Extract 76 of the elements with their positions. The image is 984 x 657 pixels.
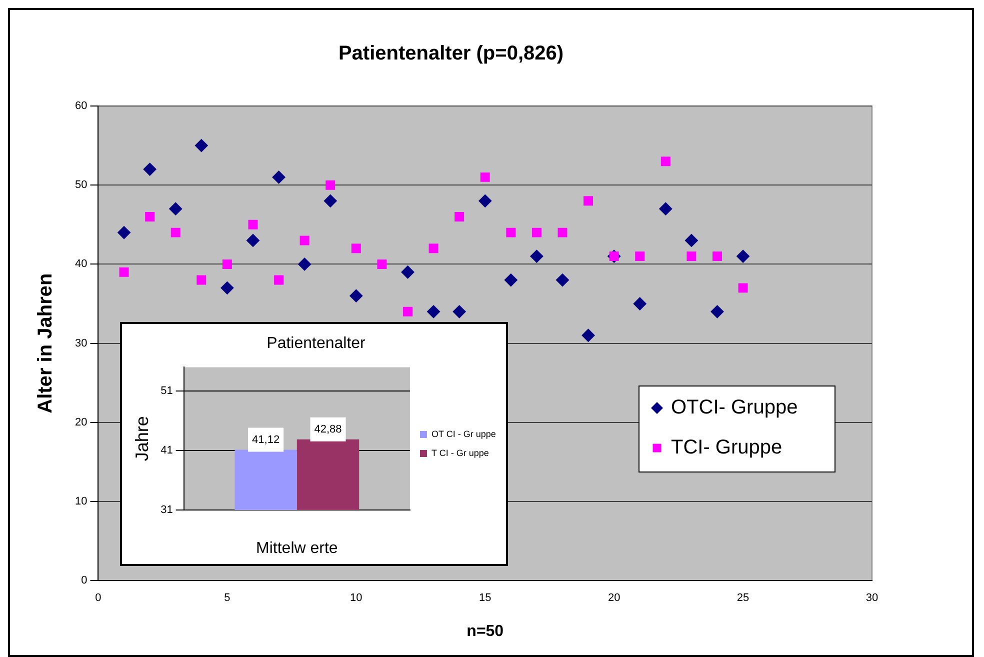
- point: [351, 244, 361, 254]
- point: [556, 274, 569, 287]
- point: [169, 202, 182, 216]
- data-label: 41,12: [252, 434, 280, 446]
- point: [119, 267, 129, 277]
- point: [196, 275, 206, 285]
- point: [710, 305, 724, 318]
- point: [118, 226, 131, 240]
- point: [401, 266, 414, 279]
- y-tick-label: 51: [160, 385, 173, 398]
- y-tick-label: 41: [160, 444, 173, 457]
- point: [246, 234, 260, 247]
- point: [736, 250, 750, 263]
- point: [350, 289, 363, 302]
- y-axis-title: Jahre: [132, 416, 152, 462]
- point: [659, 202, 672, 216]
- y-tick-label: 20: [74, 416, 88, 428]
- point: [143, 162, 156, 176]
- x-tick-label: 20: [608, 592, 620, 604]
- point: [403, 306, 412, 316]
- point: [480, 172, 490, 182]
- chart-title: Patientenalter (p=0,826): [338, 42, 564, 65]
- point: [272, 170, 286, 184]
- point: [145, 212, 155, 222]
- point: [324, 194, 337, 208]
- point: [300, 236, 310, 246]
- x-tick-label: 15: [478, 592, 492, 604]
- point: [506, 228, 516, 238]
- point: [635, 252, 645, 262]
- point: [428, 244, 438, 254]
- point: [558, 228, 568, 238]
- point: [377, 259, 387, 269]
- point: [738, 283, 748, 293]
- y-tick-label: 0: [81, 574, 88, 587]
- chart-title: Patientenalter: [266, 335, 366, 352]
- y-tick-label: 10: [74, 496, 88, 508]
- y-tick-label: 50: [74, 179, 88, 192]
- y-tick-label: 60: [74, 100, 88, 112]
- x-axis-title: n=50: [466, 622, 504, 640]
- x-tick-label: 10: [350, 592, 362, 604]
- point: [220, 281, 234, 294]
- legend-label: OT CI - Gr uppe: [432, 428, 496, 439]
- x-tick-label: 30: [866, 592, 878, 604]
- legend-label: OTCI- Gruppe: [671, 396, 798, 419]
- legend-label: T CI - Gr uppe: [432, 448, 489, 458]
- point: [326, 180, 336, 190]
- point: [504, 274, 518, 287]
- point: [170, 228, 180, 238]
- x-tick-label: 25: [736, 592, 750, 604]
- point: [582, 328, 595, 342]
- y-tick-label: 40: [74, 258, 88, 270]
- point: [584, 196, 594, 206]
- point: [298, 258, 312, 271]
- point: [532, 228, 542, 238]
- point: [686, 252, 696, 262]
- point: [274, 275, 284, 285]
- point: [712, 252, 722, 262]
- point: [478, 194, 492, 208]
- y-tick-label: 31: [160, 504, 173, 516]
- x-tick-label: 0: [95, 592, 102, 604]
- point: [194, 139, 208, 152]
- y-axis-title: Alter in Jahren: [34, 273, 57, 414]
- point: [530, 250, 544, 263]
- y-tick-label: 30: [74, 337, 88, 350]
- point: [222, 259, 232, 269]
- point: [660, 156, 670, 166]
- point: [427, 305, 440, 318]
- x-tick-label: 5: [224, 592, 230, 604]
- point: [248, 220, 258, 230]
- point: [684, 234, 698, 247]
- x-axis-title: Mittelw erte: [256, 540, 338, 557]
- point: [633, 297, 646, 310]
- point: [452, 305, 466, 318]
- legend-label: TCI- Gruppe: [671, 436, 782, 459]
- data-label: 42,88: [314, 423, 342, 436]
- point: [454, 212, 464, 222]
